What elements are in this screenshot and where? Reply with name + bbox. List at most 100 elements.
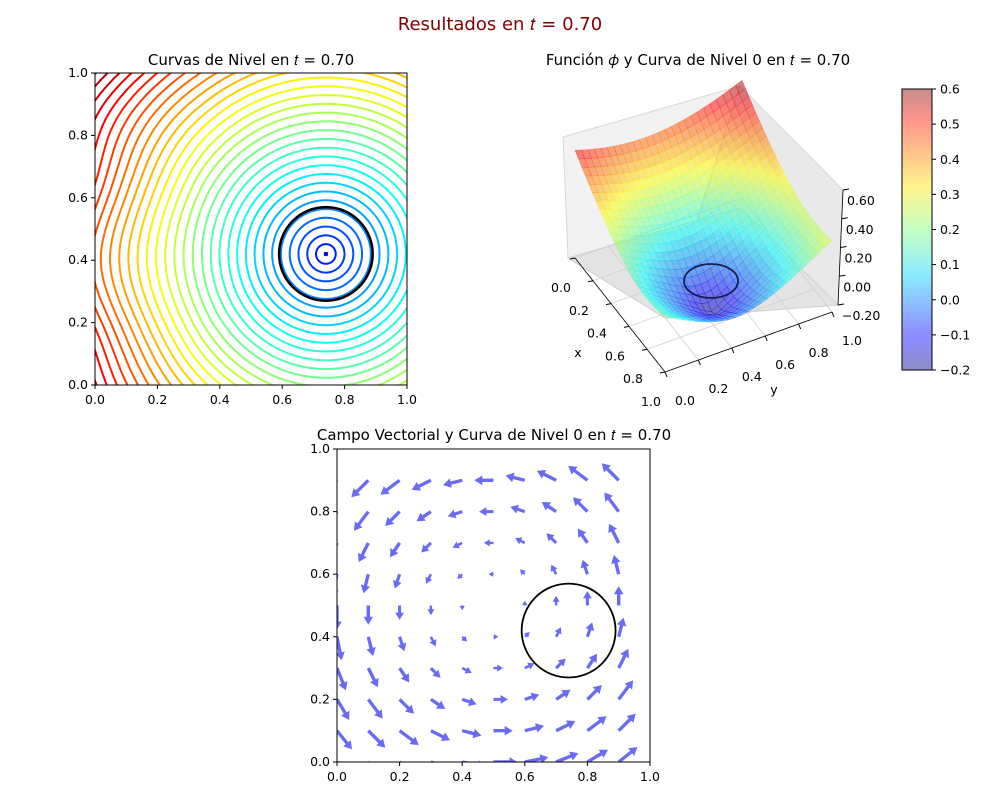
quiver-arrow <box>493 695 508 704</box>
quiver-arrow <box>353 510 370 531</box>
surface-ztick-mark <box>837 303 845 306</box>
contour-ytick-label: 0.2 <box>68 315 88 330</box>
quiver-arrow <box>613 586 624 606</box>
quiver-arrow <box>586 749 608 762</box>
quiver-arrow <box>555 720 576 733</box>
quiver-arrow <box>416 510 432 522</box>
contour-ytick-label: 0.0 <box>68 377 88 392</box>
surface-xtick-label: 0.2 <box>569 303 589 318</box>
quiver-arrow <box>363 605 374 625</box>
quiver-arrow <box>366 667 379 688</box>
contour-line <box>315 243 337 265</box>
quiver-arrow <box>443 478 463 488</box>
surface-ytick-mark <box>731 347 735 354</box>
figure-suptitle: Resultados en 𝑡 = 0.70 <box>398 14 602 35</box>
quiver-arrow <box>617 680 634 701</box>
quiver-arrow <box>493 664 504 672</box>
quiver-xtick-label: 0.6 <box>515 769 535 784</box>
quiver-arrow <box>368 760 371 762</box>
surface-ytick-mark <box>764 335 768 342</box>
quiver-arrow <box>411 478 432 491</box>
contour-ytick-label: 0.4 <box>68 252 88 267</box>
quiver-panel: Campo Vectorial y Curva de Nivel 0 en 𝑡 … <box>310 426 671 784</box>
quiver-arrow <box>337 605 342 630</box>
quiver-arrow <box>429 636 437 647</box>
quiver-arrow <box>337 729 352 750</box>
quiver-arrow <box>586 685 602 701</box>
contour-title: Curvas de Nivel en 𝑡 = 0.70 <box>148 51 354 69</box>
surface-ytick-label: 0.6 <box>775 357 795 372</box>
surface-xtick-label: 0.6 <box>605 348 625 363</box>
quiver-arrow <box>555 751 579 762</box>
quiver-arrow <box>601 463 620 482</box>
quiver-axes-frame <box>336 448 651 763</box>
quiver-ytick-label: 0.6 <box>310 566 330 581</box>
quiver-arrow <box>555 658 566 670</box>
quiver-arrow <box>337 636 345 661</box>
surface-zero-level <box>683 263 739 299</box>
quiver-arrow <box>550 564 558 575</box>
colorbar-tick-label: 0.1 <box>940 257 960 272</box>
colorbar <box>901 88 933 371</box>
contour-line <box>108 73 219 385</box>
surface-xtick-label: 1.0 <box>641 394 661 409</box>
quiver-arrow <box>390 542 401 558</box>
quiver-xtick-label: 0.4 <box>452 769 472 784</box>
quiver-arrow <box>430 729 451 741</box>
surface-xtick-label: 0.8 <box>623 371 643 386</box>
quiver-arrow <box>546 533 558 544</box>
quiver-ytick-label: 0.8 <box>310 504 330 519</box>
surface-xtick-label: 0.4 <box>587 326 607 341</box>
colorbar-tick-label: 0.2 <box>940 222 960 237</box>
quiver-arrow <box>493 634 499 640</box>
quiver-arrow <box>617 747 638 762</box>
surface-cell <box>661 313 672 318</box>
contour-line <box>253 181 399 327</box>
quiver-arrow <box>398 698 414 714</box>
surface-xtick-mark <box>623 325 630 328</box>
quiver-ytick-label: 0.4 <box>310 629 330 644</box>
quiver-zero-level <box>520 582 617 679</box>
contour-line <box>218 146 407 362</box>
surface-xtick-mark <box>587 280 594 283</box>
contour-line <box>99 73 203 385</box>
surface-xtick-mark <box>605 303 612 306</box>
contour-xtick-label: 0.6 <box>272 392 292 407</box>
contour-xtick-label: 0.4 <box>210 392 230 407</box>
contour-ytick-label: 0.8 <box>68 127 88 142</box>
quiver-arrows <box>337 463 638 762</box>
quiver-arrow <box>617 648 629 669</box>
quiver-arrow <box>479 507 494 516</box>
contour-line <box>279 207 372 300</box>
quiver-arrow <box>510 504 526 514</box>
quiver-arrow <box>493 725 513 736</box>
quiver-arrow <box>488 571 494 577</box>
surface-panel: Función 𝜙 y Curva de Nivel 0 en 𝑡 = 0.70… <box>546 51 971 409</box>
quiver-arrow <box>611 555 621 575</box>
quiver-arrow <box>522 600 528 606</box>
quiver-arrow <box>524 692 540 702</box>
quiver-arrow <box>351 479 370 498</box>
colorbar-tick-label: 0.6 <box>940 82 960 97</box>
quiver-arrow <box>392 573 402 589</box>
colorbar-tick-label: 0.4 <box>940 152 960 167</box>
quiver-arrow <box>398 729 419 746</box>
contour-ytick-label: 1.0 <box>68 65 88 80</box>
surface-ytick-label: 0.8 <box>809 345 829 360</box>
contour-axes-frame <box>94 72 408 386</box>
contour-line <box>288 216 363 292</box>
quiver-arrow <box>427 605 435 616</box>
contour-line <box>323 251 328 257</box>
quiver-arrow <box>608 523 621 544</box>
quiver-arrow <box>366 636 376 656</box>
quiver-arrow <box>573 497 589 513</box>
colorbar-tick-label: 0.0 <box>940 292 960 307</box>
surface-ytick-label: 0.0 <box>675 393 695 408</box>
contour-line <box>127 73 407 385</box>
quiver-arrow <box>515 537 526 545</box>
surface-mesh <box>574 79 833 323</box>
surface-ztick-mark <box>842 188 850 191</box>
contour-line <box>95 73 173 385</box>
quiver-arrow <box>523 632 530 638</box>
